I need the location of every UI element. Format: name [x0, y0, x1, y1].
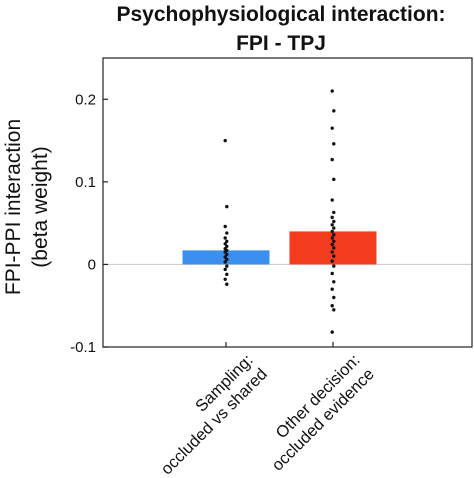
chart-title-line-1: Psychophysiological interaction: [116, 3, 445, 26]
data-point-2-13 [330, 229, 334, 234]
data-point-1-17 [223, 267, 227, 272]
data-point-2-19 [330, 250, 334, 254]
x-tick-label-2: Other decision:occluded evidence [268, 351, 377, 475]
data-point-1-6 [225, 239, 229, 244]
data-point-1-3 [223, 224, 227, 229]
y-tick-label-2: 0 [88, 256, 96, 273]
x-tick-label-1: Sampling:occluded vs shared [158, 351, 271, 478]
data-point-2-21 [330, 259, 334, 263]
data-point-2-14 [332, 233, 336, 237]
data-point-1-16 [225, 264, 229, 268]
y-axis-label-line-1: FPI-PPI interaction [2, 119, 25, 295]
data-point-1-18 [225, 272, 229, 277]
data-point-2-10 [332, 219, 336, 224]
data-point-2-6 [332, 177, 336, 182]
data-point-2-5 [330, 157, 334, 162]
data-point-2-8 [332, 210, 336, 215]
y-tick-label-3: 0.1 [75, 174, 96, 191]
data-point-1-11 [223, 250, 227, 254]
data-point-2-3 [330, 126, 334, 130]
y-axis-label-line-1-group: FPI-PPI interaction [2, 119, 25, 295]
data-point-1-2 [225, 204, 229, 209]
y-axis-label-line-2-group: (beta weight) [29, 146, 52, 267]
data-point-2-12 [332, 226, 336, 230]
data-point-1-12 [225, 252, 229, 257]
data-point-1-1 [223, 138, 227, 143]
data-point-2-24 [332, 280, 336, 284]
data-point-2-1 [330, 89, 334, 93]
data-point-2-26 [332, 295, 336, 300]
plot-area: -0.1 0 0.1 0.2 Sampling:occluded vs shared Ot… [70, 57, 473, 478]
data-point-1-7 [223, 242, 227, 246]
data-point-2-7 [330, 198, 334, 202]
data-point-2-28 [332, 308, 336, 312]
chart-title-line-2: FPI - TPJ [236, 32, 326, 55]
data-point-1-5 [223, 236, 227, 240]
data-point-1-15 [223, 260, 227, 264]
data-point-2-25 [330, 287, 334, 291]
data-point-2-2 [332, 109, 336, 113]
y-tick-label-4: 0.2 [75, 91, 96, 108]
data-point-1-14 [225, 257, 229, 262]
data-point-2-9 [330, 215, 334, 220]
data-point-2-11 [330, 223, 334, 227]
y-axis-label-line-2: (beta weight) [29, 146, 52, 267]
data-point-2-22 [332, 264, 336, 268]
axes-box [102, 57, 473, 348]
data-point-1-20 [225, 282, 229, 286]
data-point-2-15 [330, 236, 334, 240]
data-point-2-4 [332, 142, 336, 146]
data-point-1-19 [223, 277, 227, 281]
data-point-1-13 [223, 255, 227, 259]
data-point-2-17 [330, 242, 334, 247]
y-tick-label-1: -0.1 [70, 339, 96, 356]
data-point-1-8 [225, 244, 229, 248]
data-point-1-4 [225, 231, 229, 235]
data-point-2-16 [332, 239, 336, 244]
data-point-2-23 [330, 271, 334, 276]
data-point-2-29 [330, 330, 334, 334]
data-point-2-27 [330, 304, 334, 308]
data-point-2-20 [332, 254, 336, 258]
data-point-2-18 [332, 246, 336, 250]
